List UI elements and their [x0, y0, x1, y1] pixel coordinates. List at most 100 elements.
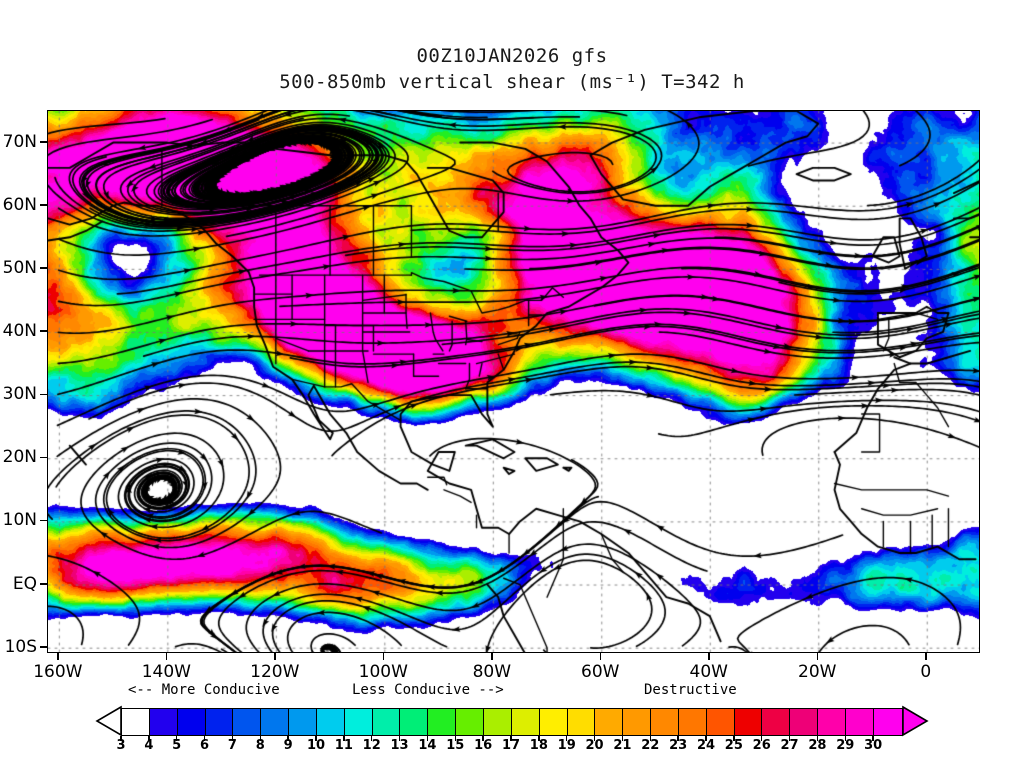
y-axis-label: 70N — [2, 131, 37, 152]
y-tick — [40, 267, 47, 269]
colorbar-tick-value: 23 — [669, 738, 688, 753]
colorbar-tick — [175, 736, 178, 741]
colorbar-swatch — [233, 709, 262, 735]
colorbar-tick — [510, 736, 512, 741]
x-axis-label: 160W — [33, 662, 83, 682]
colorbar-swatch — [372, 709, 401, 735]
colorbar-tick — [760, 736, 763, 741]
colorbar-swatch — [706, 709, 735, 735]
colorbar-tick — [231, 736, 234, 741]
y-tick — [40, 141, 47, 143]
colorbar-tick-value: 5 — [172, 738, 182, 753]
x-tick — [165, 653, 168, 660]
colorbar-tick — [120, 736, 122, 741]
colorbar-label-more-conducive: <-- More Conducive — [128, 682, 280, 698]
colorbar-swatches — [121, 708, 903, 736]
colorbar-tick-value: 20 — [585, 738, 604, 753]
colorbar-tick — [788, 736, 791, 741]
colorbar-tick-value: 15 — [446, 738, 465, 753]
y-tick — [40, 519, 47, 522]
colorbar-tick-value: 6 — [200, 738, 210, 753]
map-plot-area — [47, 110, 980, 653]
y-tick — [40, 583, 47, 585]
x-axis-label: 100W — [358, 662, 408, 682]
y-tick — [40, 393, 47, 396]
colorbar-swatch — [456, 709, 484, 735]
y-tick — [40, 204, 47, 206]
colorbar-swatch — [511, 709, 540, 735]
colorbar-tick — [287, 736, 289, 741]
y-axis-label: 20N — [2, 447, 37, 468]
y-axis-label: 40N — [2, 320, 37, 341]
colorbar-swatch — [567, 709, 596, 735]
x-tick — [599, 653, 602, 660]
colorbar-tick — [538, 736, 540, 741]
colorbar-tick-value: 11 — [334, 738, 353, 753]
colorbar-tick — [259, 736, 262, 741]
colorbar-swatch — [316, 709, 345, 735]
colorbar-tick-value: 13 — [390, 738, 409, 753]
colorbar-tick — [677, 736, 679, 741]
colorbar-tick — [426, 736, 429, 741]
colorbar-swatch — [678, 709, 707, 735]
colorbar-tick — [482, 736, 484, 741]
x-tick — [708, 653, 710, 660]
colorbar-tick-value: 4 — [144, 738, 154, 753]
x-axis-label: 120W — [250, 662, 300, 682]
colorbar-tick — [593, 736, 596, 741]
y-tick — [40, 330, 47, 332]
x-axis-label: 140W — [141, 662, 191, 682]
colorbar-tick — [398, 736, 401, 741]
colorbar-swatch — [122, 709, 150, 735]
x-tick — [57, 653, 59, 660]
colorbar-tick — [454, 736, 457, 741]
colorbar-tick — [370, 736, 373, 741]
colorbar-tick — [621, 736, 624, 741]
colorbar-tick-value: 29 — [836, 738, 855, 753]
y-tick — [40, 456, 47, 459]
chart-title-line2: 500-850mb vertical shear (ms⁻¹) T=342 h — [279, 71, 745, 93]
colorbar-tick — [148, 736, 150, 741]
colorbar-swatch — [623, 709, 652, 735]
x-tick — [816, 653, 819, 660]
colorbar-legend: <-- More Conducive Less Conducive --> De… — [0, 682, 1024, 762]
colorbar-swatch — [873, 709, 902, 735]
colorbar-swatch — [734, 709, 763, 735]
colorbar-tick — [315, 736, 317, 741]
x-axis-label: 60W — [581, 662, 620, 682]
y-axis-label: 10N — [2, 510, 37, 531]
x-tick — [382, 653, 385, 660]
colorbar-label-less-conducive: Less Conducive --> — [352, 682, 504, 698]
y-axis-label: 60N — [2, 194, 37, 215]
colorbar-tick-value: 18 — [529, 738, 548, 753]
colorbar-tick-value: 30 — [864, 738, 883, 753]
y-axis-label: 10S — [4, 636, 37, 657]
x-axis-label: 20W — [798, 662, 837, 682]
colorbar-tick-value: 24 — [696, 738, 716, 753]
colorbar-tick-value: 7 — [227, 738, 237, 753]
colorbar-swatch — [595, 709, 624, 735]
x-axis-label: 80W — [472, 662, 512, 682]
colorbar-swatch — [400, 709, 429, 735]
x-axis-label: 0 — [920, 662, 932, 682]
colorbar-swatch — [261, 709, 290, 735]
colorbar-tick — [844, 736, 847, 741]
y-axis-label: 30N — [2, 384, 37, 405]
colorbar-swatch — [483, 709, 512, 735]
colorbar-tick — [733, 736, 735, 741]
colorbar-tick-labels: 3 4 5 6 7 8 9 10 11 12 13 14 15 16 17 18 19 20 21 22 23 24 25 2… — [0, 738, 1024, 758]
colorbar-label-destructive: Destructive — [644, 682, 737, 698]
colorbar-swatch — [762, 709, 791, 735]
map-overlay-streamlines-coastlines — [48, 111, 979, 652]
colorbar-tick — [649, 736, 652, 741]
colorbar-swatch — [428, 709, 457, 735]
colorbar-tick-value: 19 — [557, 738, 576, 753]
colorbar-tick — [203, 736, 206, 741]
colorbar-swatch — [344, 709, 373, 735]
x-tick — [274, 653, 276, 660]
colorbar-tick-value: 9 — [283, 738, 293, 753]
colorbar-tick — [816, 736, 819, 741]
colorbar-tick — [872, 736, 874, 741]
colorbar-tick-value: 8 — [255, 738, 265, 753]
colorbar-tick — [343, 736, 345, 741]
